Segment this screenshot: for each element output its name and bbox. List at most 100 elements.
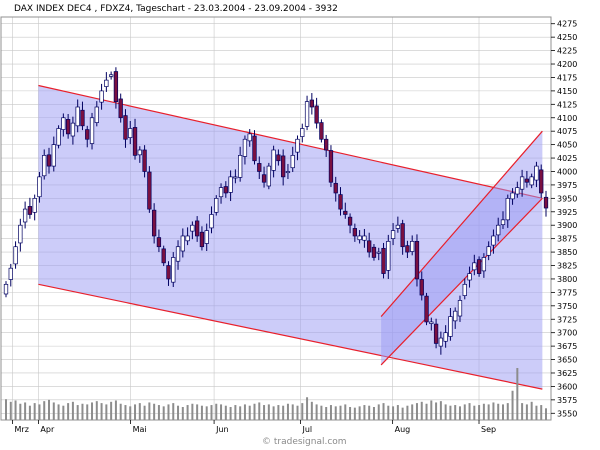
candle (433, 318, 439, 349)
candle (448, 307, 453, 341)
candle (171, 252, 176, 288)
candle-body (199, 231, 205, 248)
candle-body (8, 267, 13, 280)
channel-area (381, 131, 543, 365)
y-tick-label: 4250 (557, 33, 577, 42)
candle (13, 241, 18, 269)
channel-line (380, 130, 543, 317)
y-tick-label: 4150 (557, 87, 577, 96)
candle-body (37, 176, 42, 198)
plot-frame (0, 16, 552, 421)
candle-body (209, 214, 214, 229)
candle-body (328, 150, 334, 183)
candle-body (476, 259, 482, 274)
candle (386, 234, 391, 279)
candle-body (515, 187, 520, 195)
candle (295, 135, 300, 161)
candle (309, 93, 314, 115)
candle (529, 173, 534, 189)
candle-body (467, 273, 472, 281)
candle (147, 166, 152, 213)
candle-body (438, 337, 444, 347)
y-tick-label: 4075 (557, 127, 577, 136)
candle-body (314, 105, 319, 124)
candle (94, 101, 99, 127)
candle-body (472, 262, 477, 271)
candle (80, 101, 85, 131)
candle (175, 240, 181, 270)
candle (266, 162, 271, 190)
candle (3, 281, 9, 298)
candle-body (429, 321, 434, 324)
y-tick-label: 3575 (557, 396, 577, 405)
candle (457, 295, 463, 322)
candle (414, 234, 420, 287)
candle (443, 325, 448, 348)
candle (419, 271, 424, 301)
candle (257, 156, 262, 180)
watermark: © tradesignal.com (262, 437, 347, 447)
candle (151, 203, 157, 244)
candle-body (443, 332, 448, 342)
candle-body (486, 246, 491, 256)
candle (42, 149, 47, 180)
y-tick-label: 3725 (557, 315, 577, 324)
candle-body (128, 128, 133, 138)
candle-body (123, 115, 128, 140)
candle-body (190, 224, 195, 232)
candle-body (505, 198, 510, 221)
candle (371, 244, 377, 261)
candle-body (539, 169, 544, 194)
y-tick-label: 3550 (557, 409, 577, 418)
candle (161, 245, 166, 267)
candle-body (319, 122, 324, 140)
candle-body (271, 149, 276, 171)
candle-body (51, 144, 56, 167)
candle-body (462, 283, 467, 296)
candle (476, 256, 482, 277)
candle (543, 190, 549, 217)
candle (400, 219, 405, 255)
candle (376, 247, 381, 261)
candle (65, 113, 71, 139)
candle-body (85, 129, 90, 140)
candle-body (496, 224, 501, 236)
candle (242, 135, 248, 165)
candle (223, 181, 228, 198)
candle (51, 136, 56, 172)
y-tick-label: 4050 (557, 141, 577, 150)
candle-body (223, 186, 228, 194)
candle-body (347, 216, 353, 226)
candle (281, 149, 286, 186)
candle (304, 95, 310, 131)
y-tick-label: 4225 (557, 47, 577, 56)
candle (271, 145, 276, 178)
candle (314, 97, 319, 129)
y-tick-label: 3800 (557, 275, 577, 284)
candle-body (304, 101, 310, 127)
candle-body (56, 128, 61, 146)
y-tick-label: 3850 (557, 248, 577, 257)
candle-body (104, 79, 109, 87)
candle-body (161, 248, 166, 264)
candle (515, 181, 520, 198)
candle-body (300, 128, 305, 137)
candle-body (70, 122, 76, 137)
x-axis: Mrz Apr Mai Jun Jul Aug Sep (12, 420, 496, 434)
candle-body (46, 154, 52, 167)
candle (424, 292, 429, 326)
y-tick-label: 3975 (557, 181, 577, 190)
channel-line (380, 197, 543, 366)
candle-body (457, 300, 463, 317)
candle-body (80, 109, 85, 127)
candle-body (519, 176, 525, 190)
candle (142, 145, 147, 178)
candle-body (42, 155, 47, 177)
candle (128, 120, 133, 145)
candle (276, 149, 281, 166)
candle-body (290, 155, 295, 169)
candle-body (218, 187, 224, 198)
candle-body (343, 210, 348, 215)
candle (539, 164, 544, 198)
